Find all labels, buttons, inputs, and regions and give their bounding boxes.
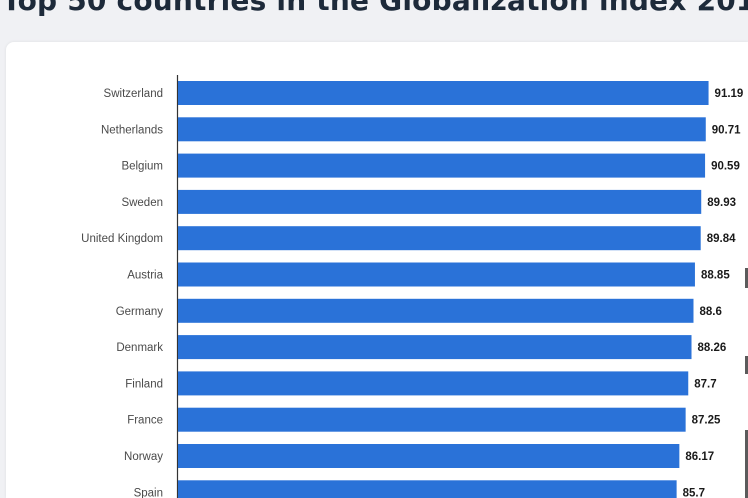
category-label: Sweden [121,197,163,209]
bar-germany[interactable] [178,298,694,323]
category-label: Germany [116,306,164,318]
bar-sweden[interactable] [178,189,702,214]
category-label: Denmark [116,342,163,354]
value-label: 90.59 [711,161,740,173]
category-label: Belgium [121,161,163,173]
bar-belgium[interactable] [178,153,706,178]
edge-accent [745,268,748,288]
bar-united-kingdom[interactable] [178,226,701,251]
value-label: 85.7 [683,487,705,498]
bar-spain[interactable] [178,480,677,498]
bar-netherlands[interactable] [178,117,706,142]
bar-denmark[interactable] [178,335,692,360]
value-label: 91.19 [715,88,744,100]
bar-norway[interactable] [178,444,680,468]
value-label: 89.84 [707,233,736,245]
bar-switzerland[interactable] [178,81,709,105]
category-label: France [127,415,163,427]
category-label: Norway [124,451,163,463]
category-label: Austria [127,270,163,282]
value-label: 89.93 [707,197,736,209]
category-label: Spain [134,487,163,498]
category-label: Netherlands [101,124,163,136]
category-label: United Kingdom [81,233,163,245]
category-label: Switzerland [104,88,163,100]
bar-finland[interactable] [178,371,689,396]
bar-austria[interactable] [178,262,695,287]
page-title: Top 50 countries in the Globalization in… [2,0,748,17]
edge-accent [745,356,748,374]
edge-accent [745,430,748,498]
value-label: 88.85 [701,270,730,282]
value-label: 86.17 [685,451,714,463]
value-label: 87.25 [692,415,721,427]
value-label: 88.6 [699,306,721,318]
value-label: 87.7 [694,378,716,390]
value-label: 88.26 [698,342,727,354]
category-label: Finland [125,378,163,390]
value-label: 90.71 [712,124,741,136]
bar-france[interactable] [178,407,686,432]
